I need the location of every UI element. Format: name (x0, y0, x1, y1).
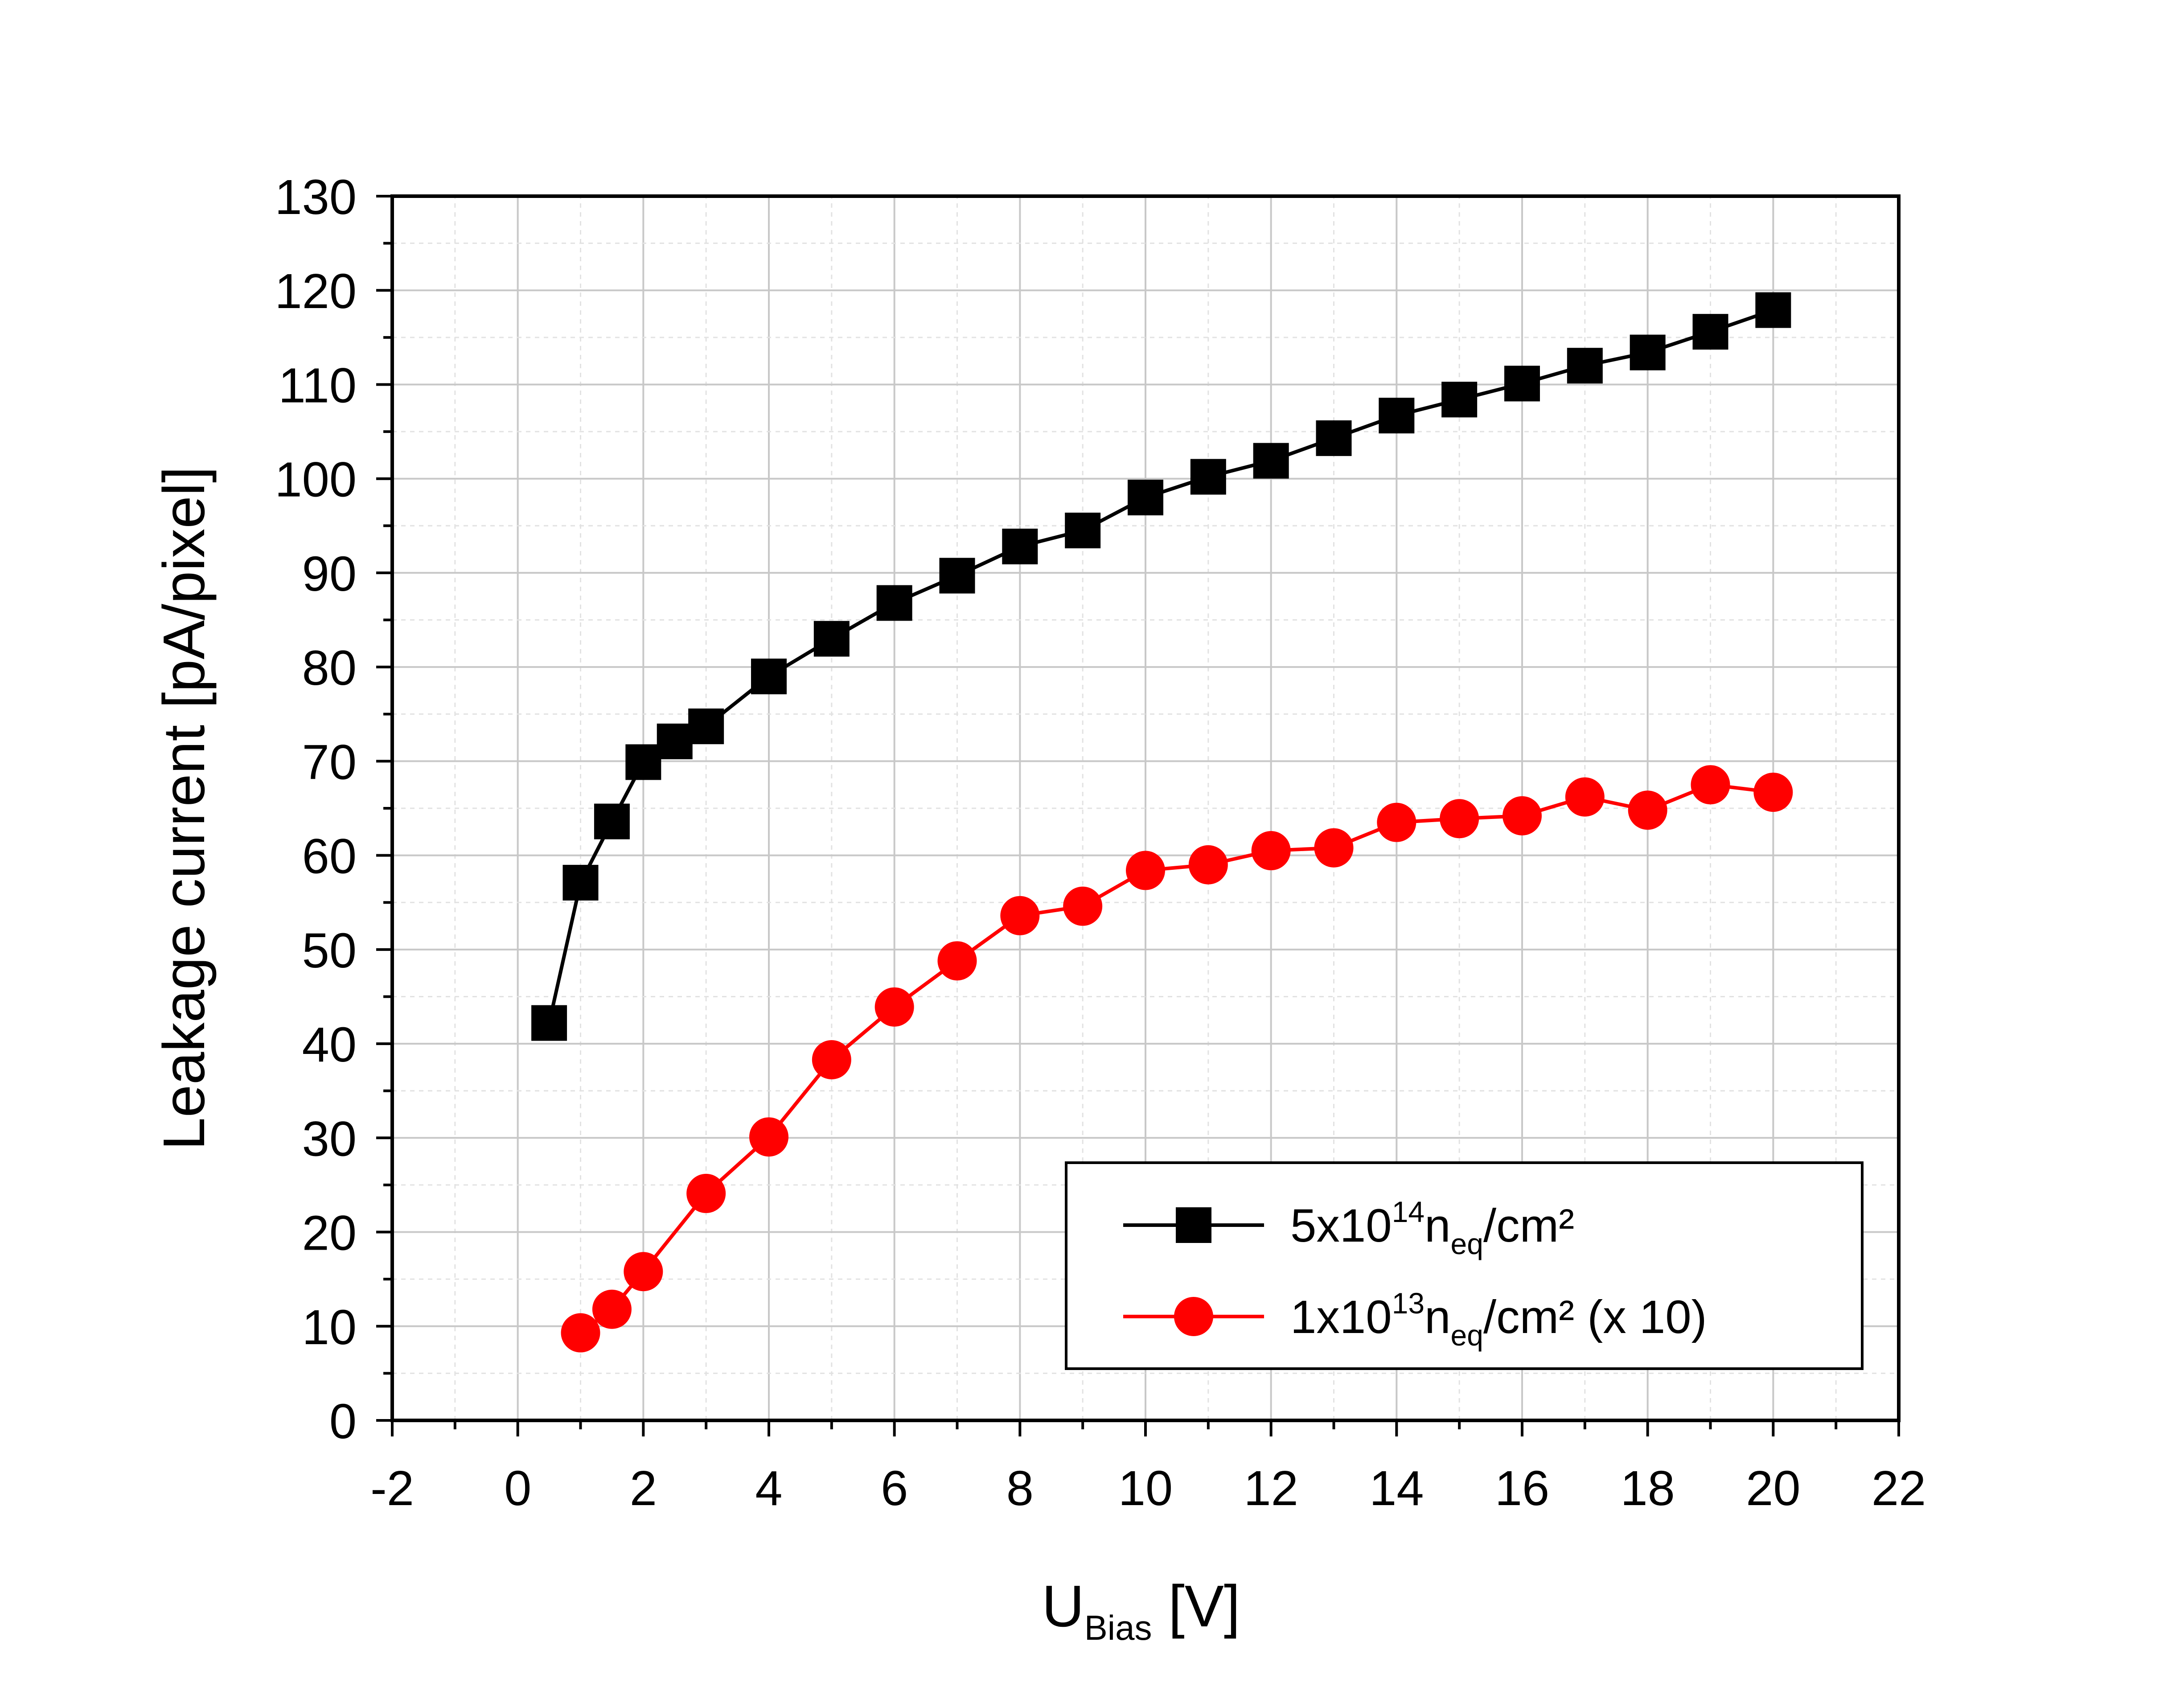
series-2-point (624, 1252, 663, 1292)
series-1-point (625, 744, 661, 780)
x-tick-label: 16 (1495, 1461, 1549, 1516)
series-1-point (1504, 366, 1540, 402)
x-tick-label: 10 (1118, 1461, 1173, 1516)
x-axis-title-sub: Bias (1084, 1608, 1152, 1647)
series-1-point (1128, 479, 1163, 515)
y-tick-label: 20 (302, 1206, 357, 1261)
y-tick-label: 100 (275, 453, 357, 507)
series-2-point (1251, 831, 1291, 871)
series-1-point (1379, 398, 1415, 434)
y-tick-label: 30 (302, 1111, 357, 1166)
legend-marker-series-2 (1174, 1297, 1213, 1336)
series-2-point (1503, 796, 1542, 835)
series-1-point (751, 658, 787, 695)
y-tick-label: 60 (302, 829, 357, 884)
y-tick-label: 50 (302, 923, 357, 978)
series-1-point (1441, 382, 1478, 418)
series-1-point (1002, 528, 1038, 564)
series-1-point (1630, 334, 1666, 370)
series-2-point (1126, 851, 1165, 890)
y-tick-label: 70 (302, 735, 357, 790)
x-tick-label: 18 (1620, 1461, 1675, 1516)
series-2-point (1314, 828, 1354, 868)
x-axis-title: UBias [V] (1042, 1573, 1240, 1647)
x-tick-label: 6 (881, 1461, 908, 1516)
series-1-point (594, 803, 630, 839)
series-1-point (657, 724, 693, 760)
data-series (531, 292, 1793, 1353)
series-2-point (1440, 799, 1479, 839)
series-2-point (812, 1040, 851, 1079)
series-2-point (1628, 790, 1667, 830)
y-tick-label: 0 (329, 1394, 357, 1449)
y-tick-label: 110 (279, 358, 357, 413)
x-tick-label: 8 (1006, 1461, 1034, 1516)
y-axis-title: Leakage current [pA/pixel] (151, 466, 217, 1150)
y-tick-label: 130 (275, 170, 357, 225)
series-1-point (1692, 314, 1728, 350)
series-2-point (686, 1173, 726, 1213)
series-1-point (531, 1005, 567, 1041)
x-axis-title-unit: [V] (1152, 1573, 1240, 1639)
series-2-point (1753, 773, 1793, 812)
series-1-point (876, 585, 912, 621)
series-2-point (1063, 886, 1103, 926)
legend-marker-series-1 (1176, 1207, 1211, 1243)
series-2-point (874, 987, 914, 1027)
legend-label-series-2: 1x1013neq/cm² (x 10) (1290, 1287, 1707, 1352)
legend-label-series-1: 5x1014neq/cm² (1290, 1195, 1574, 1260)
y-tick-label: 10 (302, 1300, 357, 1355)
y-tick-label: 80 (302, 641, 357, 695)
x-tick-label: 14 (1369, 1461, 1424, 1516)
x-tick-label: 2 (630, 1461, 657, 1516)
series-1-point (1065, 512, 1101, 548)
y-tick-label: 40 (302, 1017, 357, 1072)
x-tick-label: 4 (755, 1461, 782, 1516)
series-2-point (1565, 777, 1605, 817)
y-tick-label: 120 (275, 264, 357, 319)
series-2-point (561, 1313, 600, 1353)
series-2-point (592, 1289, 632, 1329)
series-2-point (937, 941, 977, 981)
series-1-point (813, 621, 850, 657)
series-2-point (1377, 802, 1416, 842)
series-1-point (562, 864, 599, 901)
tick-labels: -2 0 2 4 6 8 10 12 14 16 18 20 220102030405060708090… (275, 170, 1926, 1516)
legend: 5x1014neq/cm² 1x1013neq/cm² (x 10) (1065, 1161, 1864, 1370)
y-tick-label: 90 (302, 547, 357, 601)
series-2-point (1000, 896, 1040, 935)
x-tick-label: 0 (504, 1461, 531, 1516)
series-1-point (1567, 348, 1603, 384)
series-2-point (1188, 845, 1228, 885)
x-tick-label: 12 (1244, 1461, 1298, 1516)
series-1-point (939, 558, 975, 594)
series-1-point (688, 708, 724, 745)
x-axis-title-main: U (1042, 1573, 1084, 1639)
x-tick-label: 22 (1872, 1461, 1926, 1516)
x-tick-label: -2 (370, 1461, 414, 1516)
axis-ticks (376, 195, 1900, 1436)
series-1-point (1316, 420, 1352, 456)
x-tick-label: 20 (1746, 1461, 1800, 1516)
series-2-point (749, 1117, 788, 1157)
series-1-point (1253, 443, 1289, 479)
series-1-point (1755, 292, 1791, 328)
series-1-point (1190, 459, 1226, 495)
series-2-point (1691, 765, 1730, 805)
